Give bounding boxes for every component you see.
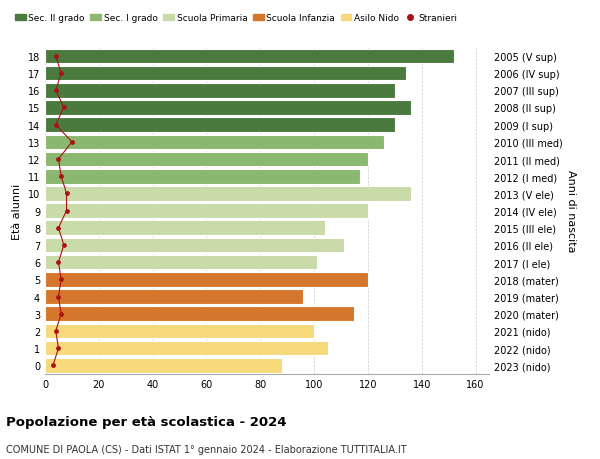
Bar: [45, 221, 325, 235]
Bar: [45, 238, 344, 253]
Y-axis label: Età alunni: Età alunni: [12, 183, 22, 239]
Point: [56, 276, 66, 283]
Bar: [45, 358, 282, 373]
Point: [51, 122, 61, 129]
Bar: [45, 67, 406, 81]
Point: [53, 156, 63, 163]
Point: [53, 259, 63, 266]
Point: [53, 345, 63, 352]
Legend: Sec. II grado, Sec. I grado, Scuola Primaria, Scuola Infanzia, Asilo Nido, Stran: Sec. II grado, Sec. I grado, Scuola Prim…: [11, 11, 461, 27]
Point: [59, 105, 68, 112]
Bar: [45, 341, 328, 356]
Point: [56, 173, 66, 180]
Point: [51, 87, 61, 95]
Y-axis label: Anni di nascita: Anni di nascita: [566, 170, 577, 252]
Bar: [45, 135, 384, 150]
Bar: [45, 169, 360, 184]
Bar: [45, 255, 317, 270]
Point: [51, 328, 61, 335]
Bar: [45, 324, 314, 338]
Point: [53, 224, 63, 232]
Bar: [45, 290, 304, 304]
Bar: [45, 307, 355, 321]
Point: [62, 190, 71, 198]
Point: [51, 53, 61, 61]
Bar: [45, 187, 411, 202]
Point: [53, 293, 63, 301]
Bar: [45, 118, 395, 133]
Text: Popolazione per età scolastica - 2024: Popolazione per età scolastica - 2024: [6, 415, 287, 428]
Bar: [45, 152, 368, 167]
Point: [67, 139, 77, 146]
Point: [48, 362, 58, 369]
Bar: [45, 84, 395, 98]
Bar: [45, 101, 411, 116]
Bar: [45, 204, 368, 218]
Point: [62, 207, 71, 215]
Point: [56, 70, 66, 78]
Bar: [45, 273, 368, 287]
Point: [59, 242, 68, 249]
Bar: [45, 50, 454, 64]
Point: [56, 310, 66, 318]
Text: COMUNE DI PAOLA (CS) - Dati ISTAT 1° gennaio 2024 - Elaborazione TUTTITALIA.IT: COMUNE DI PAOLA (CS) - Dati ISTAT 1° gen…: [6, 444, 407, 454]
